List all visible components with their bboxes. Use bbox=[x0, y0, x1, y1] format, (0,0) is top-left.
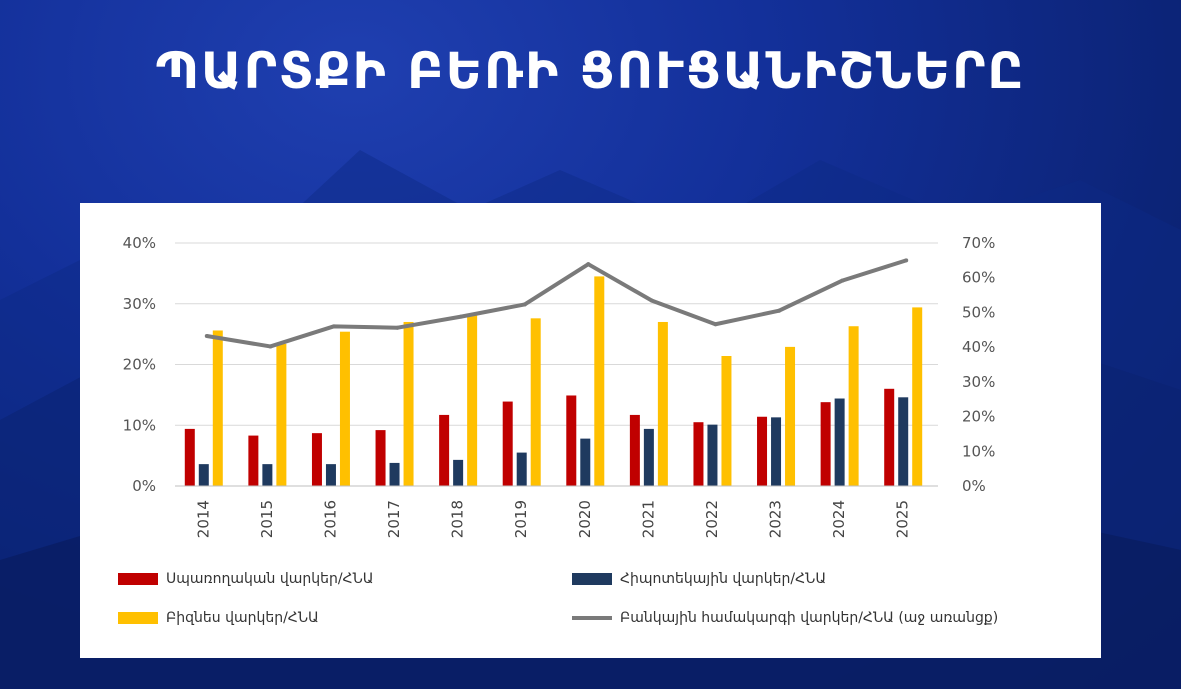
line-point bbox=[649, 298, 654, 303]
bar-mortgage bbox=[262, 464, 273, 486]
bar-consumer bbox=[693, 422, 704, 486]
bar-consumer bbox=[502, 401, 513, 486]
bar-mortgage bbox=[516, 452, 527, 486]
x-tick-label: 2025 bbox=[894, 500, 912, 538]
bar-business bbox=[657, 321, 668, 486]
bar-consumer bbox=[884, 388, 895, 486]
y-left-tick-label: 20% bbox=[123, 356, 156, 374]
x-tick-label: 2016 bbox=[321, 500, 339, 538]
bar-mortgage bbox=[834, 398, 845, 486]
y-right-tick-label: 70% bbox=[962, 234, 995, 252]
bar-mortgage bbox=[898, 397, 909, 486]
y-right-tick-label: 50% bbox=[962, 303, 995, 321]
x-tick-label: 2017 bbox=[385, 500, 403, 538]
y-right-tick-label: 0% bbox=[962, 477, 986, 495]
bar-business bbox=[212, 330, 223, 486]
line-point bbox=[840, 278, 845, 283]
y-left-tick-label: 10% bbox=[123, 416, 156, 434]
bar-business bbox=[467, 315, 478, 486]
x-tick-label: 2022 bbox=[703, 500, 721, 538]
bar-consumer bbox=[375, 430, 386, 486]
bar-consumer bbox=[439, 414, 450, 486]
bar-mortgage bbox=[453, 459, 464, 486]
legend-label-mortgage: Հիպոտեկային վարկեր/ՀՆԱ bbox=[620, 571, 827, 587]
legend-banking: Բանկային համակարգի վարկեր/ՀՆԱ (աջ առանցք… bbox=[572, 608, 998, 628]
line-point bbox=[268, 344, 273, 349]
line-point bbox=[777, 308, 782, 313]
bar-business bbox=[594, 276, 605, 486]
x-tick-label: 2021 bbox=[639, 500, 657, 538]
line-point bbox=[586, 262, 591, 267]
bar-consumer bbox=[629, 414, 640, 486]
legend-swatch-consumer bbox=[118, 573, 158, 585]
debt-chart: 0% 10% 20% 30% 40% 0% 10% 20% 30% 40% 50% 60% 70% 201… bbox=[123, 234, 996, 538]
bar-business bbox=[339, 331, 350, 486]
line-point bbox=[522, 302, 527, 307]
legend-swatch-business bbox=[118, 612, 158, 624]
page-title: ՊԱՐՏՔԻ ԲԵՌԻ ՑՈՒՑԱՆԻՇՆԵՐԸ bbox=[155, 42, 1026, 100]
bar-mortgage bbox=[580, 438, 591, 486]
line-point bbox=[713, 322, 718, 327]
y-left-tick-label: 40% bbox=[123, 234, 156, 252]
bar-business bbox=[276, 343, 287, 486]
x-tick-label: 2014 bbox=[194, 500, 212, 538]
y-left-tick-label: 30% bbox=[123, 295, 156, 313]
bar-consumer bbox=[757, 416, 768, 486]
chart-card: 0% 10% 20% 30% 40% 0% 10% 20% 30% 40% 50% 60% 70% 201… bbox=[80, 203, 1101, 658]
bar-consumer bbox=[820, 402, 831, 486]
x-tick-label: 2019 bbox=[512, 500, 530, 538]
line-banking-system bbox=[206, 258, 907, 349]
bar-business bbox=[912, 307, 923, 486]
legend-swatch-banking bbox=[572, 616, 612, 620]
bar-mortgage bbox=[325, 464, 336, 486]
line-point bbox=[204, 334, 209, 339]
legend-label-banking: Բանկային համակարգի վարկեր/ՀՆԱ (աջ առանցք… bbox=[620, 610, 999, 626]
x-tick-label: 2024 bbox=[830, 500, 848, 538]
x-tick-label: 2023 bbox=[767, 500, 785, 538]
bar-consumer bbox=[566, 395, 577, 486]
y-right-tick-label: 10% bbox=[962, 442, 995, 460]
bar-consumer bbox=[311, 433, 322, 486]
bar-mortgage bbox=[707, 424, 718, 486]
legend-swatch-mortgage bbox=[572, 573, 612, 585]
legend-label-business: Բիզնես վարկեր/ՀՆԱ bbox=[166, 610, 319, 626]
bar-consumer bbox=[184, 428, 195, 486]
x-tick-label: 2018 bbox=[449, 500, 467, 538]
bar-business bbox=[721, 355, 732, 486]
legend-consumer: Սպառողական վարկեր/ՀՆԱ bbox=[118, 569, 374, 589]
y-right-tick-label: 20% bbox=[962, 408, 995, 426]
legend-business: Բիզնես վարկեր/ՀՆԱ bbox=[118, 608, 319, 628]
x-tick-label: 2020 bbox=[576, 500, 594, 538]
bar-mortgage bbox=[389, 462, 400, 486]
line-point bbox=[459, 314, 464, 319]
legend-label-consumer: Սպառողական վարկեր/ՀՆԱ bbox=[166, 571, 374, 587]
y-left-tick-label: 0% bbox=[132, 477, 156, 495]
bar-mortgage bbox=[198, 464, 209, 486]
y-right-tick-label: 60% bbox=[962, 269, 995, 287]
y-right-tick-label: 30% bbox=[962, 373, 995, 391]
bar-mortgage bbox=[643, 428, 654, 486]
line-point bbox=[904, 258, 909, 263]
bar-business bbox=[848, 326, 859, 486]
line-point bbox=[395, 325, 400, 330]
legend-mortgage: Հիպոտեկային վարկեր/ՀՆԱ bbox=[572, 569, 826, 589]
bar-business bbox=[403, 321, 414, 486]
bar-consumer bbox=[248, 435, 259, 486]
y-right-tick-label: 40% bbox=[962, 338, 995, 356]
x-tick-label: 2015 bbox=[258, 500, 276, 538]
line-point bbox=[331, 324, 336, 329]
bar-business bbox=[530, 318, 541, 486]
bar-business bbox=[785, 346, 796, 486]
bar-mortgage bbox=[771, 417, 782, 486]
